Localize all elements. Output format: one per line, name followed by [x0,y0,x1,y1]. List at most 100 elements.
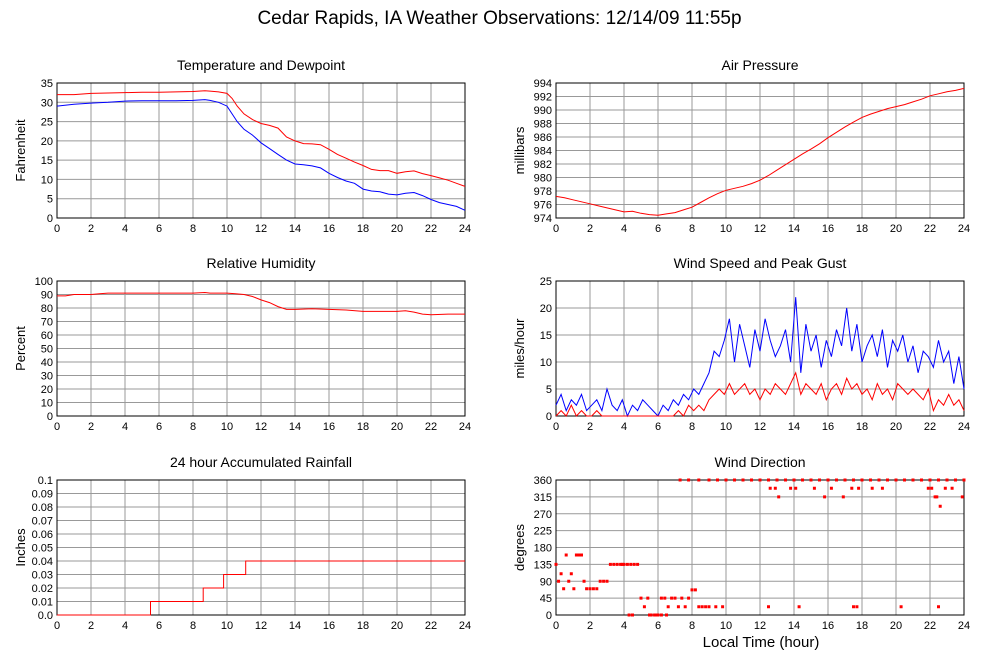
x-tick-label: 2 [88,421,94,433]
x-tick-label: 18 [357,421,369,433]
data-point [564,553,568,557]
x-tick-label: 8 [689,620,695,632]
chart-title: Temperature and Dewpoint [177,57,345,73]
data-point [612,562,616,566]
x-tick-label: 12 [754,620,766,632]
x-tick-label: 22 [924,620,936,632]
y-tick-label: 0.03 [32,570,53,582]
x-tick-label: 18 [357,223,369,235]
y-tick-label: 45 [540,593,552,605]
series-line-0 [555,297,965,418]
data-point [812,486,816,490]
data-point [620,562,624,566]
x-tick-label: 0 [54,223,60,235]
x-tick-label: 18 [856,421,868,433]
data-point [750,478,753,482]
x-tick-label: 16 [822,223,834,235]
data-point [724,478,728,482]
y-tick-label: 10 [41,398,53,410]
y-tick-label: 70 [41,317,53,329]
data-point [646,596,650,600]
y-tick-label: 0.09 [32,489,53,501]
data-point [767,478,770,482]
x-tick-label: 0 [553,620,559,632]
x-tick-label: 16 [323,620,335,632]
y-tick-label: 60 [41,330,53,342]
y-tick-label: 360 [534,475,552,487]
data-point [741,478,745,482]
data-point [801,478,804,482]
y-tick-label: 20 [41,384,53,396]
data-point [707,478,711,482]
data-point [619,562,623,566]
x-tick-label: 24 [459,421,471,433]
series-line-1 [555,371,965,417]
y-tick-label: 0.05 [32,543,53,555]
data-point [663,596,667,600]
x-tick-label: 14 [788,421,800,433]
data-point [642,605,646,609]
data-point [690,588,694,592]
data-point [665,613,668,617]
data-point [680,596,684,600]
data-point [926,486,930,490]
y-tick-label: 0.04 [32,556,53,568]
chart-title: 24 hour Accumulated Rainfall [170,454,352,470]
x-tick-label: 4 [621,620,627,632]
data-point [559,572,563,576]
x-tick-label: 4 [122,223,128,235]
data-point [826,478,830,482]
y-axis-label: Fahrenheit [13,119,28,182]
data-point [697,605,701,609]
data-point [797,605,801,609]
data-point [869,478,872,482]
y-tick-label: 0 [47,411,53,423]
data-point [622,562,626,566]
x-tick-label: 8 [689,223,695,235]
x-tick-label: 6 [655,421,661,433]
data-point [582,579,586,583]
data-point [670,596,674,600]
data-point [656,613,660,617]
y-axis-label: millibars [512,126,527,174]
data-point [938,504,942,508]
data-point [945,478,949,482]
x-tick-label: 6 [156,620,162,632]
data-point [852,478,855,482]
data-point [852,605,855,609]
x-tick-label: 6 [156,223,162,235]
data-point [930,486,934,490]
data-point [615,562,619,566]
y-tick-label: 25 [540,276,552,288]
data-point [809,478,813,482]
y-axis-label: miles/hour [512,318,527,379]
data-point [954,478,957,482]
y-tick-label: 978 [534,186,552,198]
x-tick-label: 16 [822,421,834,433]
data-point [773,486,777,490]
x-tick-label: 14 [289,620,301,632]
y-tick-label: 986 [534,132,552,144]
plot-frame [56,82,466,219]
data-point [777,495,781,499]
x-tick-label: 8 [190,421,196,433]
chart-title: Relative Humidity [207,255,316,271]
data-point [962,478,966,482]
y-tick-label: 225 [534,526,552,538]
data-point [886,478,889,482]
y-tick-label: 90 [540,576,552,588]
data-point [693,588,697,592]
data-point [580,553,583,557]
y-tick-label: 10 [540,357,552,369]
y-tick-label: 0.07 [32,516,53,528]
data-point [843,478,847,482]
data-point [557,579,561,583]
data-point [585,587,589,591]
y-tick-label: 40 [41,357,53,369]
x-tick-label: 16 [323,421,335,433]
data-point [654,613,658,617]
